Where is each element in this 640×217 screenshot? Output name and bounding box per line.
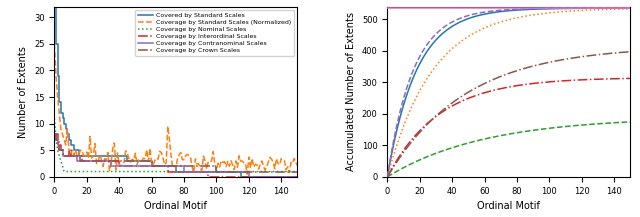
Coverage by Contranominal Scales [169,165,177,168]
Coverage by Nominal Scales [60,170,68,173]
Coverage by Nominal Scales [170,170,178,173]
Coverage by Standard Scales (Normalized) [243,173,251,176]
Coverage by Standard Scales (Normalized) [169,166,177,169]
X-axis label: Ordinal Motif: Ordinal Motif [145,201,207,211]
Coverage by Contranominal Scales [198,170,205,173]
Coverage by Interordinal Scales [294,176,301,178]
Coverage by Contranominal Scales [205,170,212,173]
Coverage by Interordinal Scales [136,165,144,168]
Coverage by Interordinal Scales [51,133,58,136]
Coverage by Crown Scales [294,170,301,173]
Coverage by Crown Scales [51,133,58,136]
Coverage by Nominal Scales [222,170,230,173]
Coverage by Nominal Scales [206,170,214,173]
Coverage by Contranominal Scales [221,170,228,173]
Coverage by Crown Scales [169,165,177,168]
Coverage by Contranominal Scales [245,176,253,178]
Covered by Standard Scales [291,176,298,178]
Coverage by Contranominal Scales [136,165,144,168]
Coverage by Standard Scales (Normalized) [136,159,144,162]
Coverage by Standard Scales (Normalized) [51,43,58,45]
Coverage by Interordinal Scales [198,170,205,173]
Line: Coverage by Interordinal Scales: Coverage by Interordinal Scales [54,134,298,177]
Covered by Standard Scales [51,5,58,8]
Coverage by Standard Scales (Normalized) [198,169,205,172]
Coverage by Interordinal Scales [291,176,298,178]
Covered by Standard Scales [237,176,244,178]
Coverage by Crown Scales [136,159,144,162]
Coverage by Crown Scales [198,165,205,168]
Coverage by Contranominal Scales [291,176,298,178]
Covered by Standard Scales [198,170,205,173]
Coverage by Contranominal Scales [51,133,58,136]
Coverage by Interordinal Scales [222,176,230,178]
Covered by Standard Scales [169,165,177,168]
Coverage by Crown Scales [222,170,230,173]
Line: Coverage by Nominal Scales: Coverage by Nominal Scales [54,118,298,171]
Coverage by Crown Scales [212,170,220,173]
Legend: Covered by Standard Scales, Coverage by Standard Scales (Normalized), Coverage b: Covered by Standard Scales, Coverage by … [134,10,294,56]
Covered by Standard Scales [136,159,144,162]
Coverage by Crown Scales [291,170,298,173]
Y-axis label: Number of Extents: Number of Extents [19,46,29,138]
Line: Coverage by Crown Scales: Coverage by Crown Scales [54,134,298,171]
Coverage by Standard Scales (Normalized) [291,157,298,160]
Line: Coverage by Standard Scales (Normalized): Coverage by Standard Scales (Normalized) [54,44,298,174]
Coverage by Nominal Scales [51,117,58,120]
Coverage by Nominal Scales [200,170,207,173]
Covered by Standard Scales [221,170,228,173]
Y-axis label: Accumulated Number of Extents: Accumulated Number of Extents [346,12,356,171]
Coverage by Nominal Scales [138,170,146,173]
Coverage by Nominal Scales [291,170,298,173]
Coverage by Nominal Scales [294,170,301,173]
X-axis label: Ordinal Motif: Ordinal Motif [477,201,540,211]
Line: Coverage by Contranominal Scales: Coverage by Contranominal Scales [54,134,298,177]
Coverage by Standard Scales (Normalized) [221,160,228,163]
Coverage by Crown Scales [205,165,212,168]
Coverage by Interordinal Scales [206,176,214,178]
Covered by Standard Scales [294,176,301,178]
Coverage by Interordinal Scales [205,176,212,178]
Coverage by Standard Scales (Normalized) [294,164,301,167]
Coverage by Contranominal Scales [294,176,301,178]
Line: Covered by Standard Scales: Covered by Standard Scales [54,7,298,177]
Coverage by Interordinal Scales [169,170,177,173]
Covered by Standard Scales [205,170,212,173]
Coverage by Standard Scales (Normalized) [205,160,212,163]
